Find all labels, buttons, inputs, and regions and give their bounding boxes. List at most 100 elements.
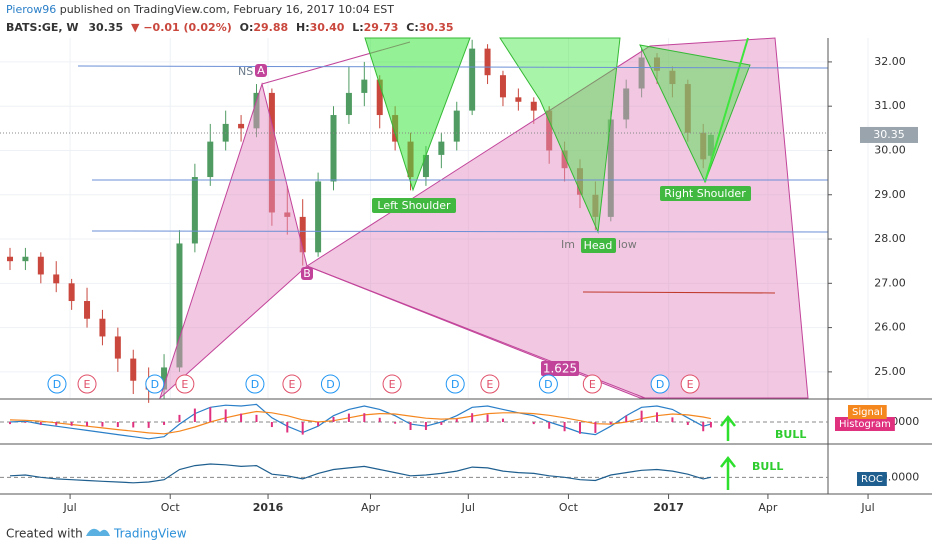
histogram-bar [455, 419, 458, 422]
event-marker [320, 374, 340, 394]
histogram-bar [178, 414, 181, 422]
histogram-bar [686, 422, 689, 425]
candle-body [530, 101, 537, 111]
histogram-bar [301, 422, 304, 435]
drawings [0, 37, 829, 400]
event-label: D [544, 378, 552, 391]
y-tick-label: 28.00 [874, 232, 906, 245]
x-tick-label: Oct [161, 501, 181, 514]
candle-body [99, 318, 106, 337]
symbol: BATS:GE, W [6, 21, 79, 34]
histogram-bar [363, 413, 366, 422]
candle-body [238, 123, 245, 129]
x-tick-label: Jul [860, 501, 874, 514]
histogram-bar [9, 422, 12, 425]
point-box [255, 64, 267, 77]
impulse-label: Im [561, 238, 575, 251]
h-label: H: [296, 21, 310, 34]
l-label: L: [352, 21, 363, 34]
event-marker [650, 374, 670, 394]
y-tick-label: 29.00 [874, 188, 906, 201]
level-line [77, 65, 829, 69]
legend-roc-box [857, 472, 887, 486]
histogram-bar [24, 422, 27, 423]
change: ▼ −0.01 (0.02%) [131, 21, 232, 34]
event-marker [680, 374, 700, 394]
histogram-bar [409, 422, 412, 430]
histogram-bar [709, 422, 712, 428]
histogram-bar [55, 422, 58, 426]
event-label: E [84, 378, 91, 391]
histogram-bar [70, 422, 73, 426]
event-marker [145, 374, 165, 394]
event-label: D [326, 378, 334, 391]
label-box [581, 238, 616, 253]
histogram-bar [563, 422, 566, 432]
publisher[interactable]: Pierow96 [6, 3, 56, 16]
histogram-bar [424, 422, 427, 430]
candle-body [68, 283, 75, 302]
y-tick-label: 31.00 [874, 99, 906, 112]
y-tick-label: 0.0000 [881, 470, 920, 483]
high: 30.40 [310, 21, 345, 34]
x-tick-label: Apr [361, 501, 381, 514]
candle-body [315, 181, 322, 253]
event-marker [445, 374, 465, 394]
right-shoulder-shape [639, 44, 751, 184]
candle-body [330, 115, 337, 182]
candle-body [299, 216, 306, 253]
histogram-bar [656, 412, 659, 422]
histogram-bar [532, 422, 535, 425]
candle-body [345, 92, 352, 116]
o-label: O: [240, 21, 254, 34]
candle-body [191, 177, 198, 244]
y-tick-label: 27.00 [874, 276, 906, 289]
footer-brand[interactable]: TradingView [113, 527, 187, 541]
symbol-line: BATS:GE, W 30.35 ▼ −0.01 (0.02%) O:29.88… [6, 21, 454, 34]
candle-body [84, 301, 91, 319]
histogram-bar [440, 422, 443, 425]
level-line [91, 230, 829, 233]
candle-body [376, 79, 383, 116]
c-label: C: [406, 21, 418, 34]
candle-body [515, 97, 522, 102]
axes: 25.00 26.00 27.00 28.00 29.00 30.00 31.00 32.00… [62, 55, 919, 514]
histogram-bar [101, 422, 104, 427]
histogram-bar [270, 422, 273, 428]
legend-histogram: Histogram [839, 419, 891, 430]
histogram-bar [209, 407, 212, 422]
arrow [720, 455, 736, 490]
candle-body [176, 243, 183, 368]
histogram-bar [193, 408, 196, 422]
x-tick-label: Jul [461, 501, 475, 514]
event-marker [382, 374, 402, 394]
histogram-bar [255, 414, 258, 422]
histogram-bar [578, 422, 581, 434]
candle-body [422, 154, 429, 178]
histogram-bar [671, 417, 674, 422]
published: published on TradingView.com, February 1… [56, 3, 394, 16]
target-line [582, 291, 776, 294]
indicator-line [9, 403, 712, 440]
logo [86, 528, 110, 536]
last: 30.35 [88, 21, 123, 34]
event-label: D [251, 378, 259, 391]
event-label: D [656, 378, 664, 391]
event-label: E [288, 378, 295, 391]
x-tick-label: Jul [62, 501, 76, 514]
point-label: A [257, 64, 265, 77]
legend-histogram-box [835, 417, 895, 431]
candle-body [53, 274, 60, 284]
legend-signal: Signal [852, 407, 883, 418]
legend-roc: ROC [861, 474, 883, 485]
event-label: E [389, 378, 396, 391]
histogram-bar [609, 422, 612, 425]
low: 29.73 [364, 21, 399, 34]
breakout-line [704, 37, 749, 183]
event-label: E [486, 378, 493, 391]
right-shoulder-label: Right Shoulder [664, 187, 746, 200]
candle-body [114, 336, 121, 359]
candle-body [7, 256, 14, 262]
footer-created: Created with [6, 527, 83, 541]
